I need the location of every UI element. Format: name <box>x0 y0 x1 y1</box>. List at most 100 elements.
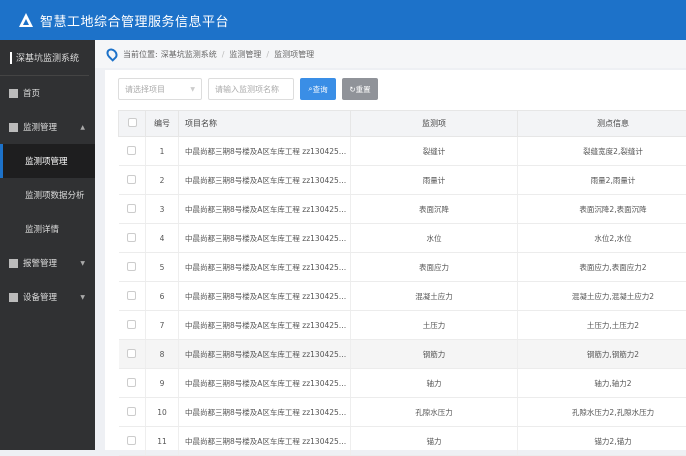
monitor-icon <box>9 123 18 132</box>
row-select[interactable] <box>119 137 146 166</box>
monitor-item: 表面应力 <box>351 253 518 282</box>
label: 监测详情 <box>25 223 59 235</box>
project-select[interactable]: 请选择项目 ▼ <box>118 78 202 100</box>
label: 监测项数据分析 <box>25 189 85 201</box>
row-number: 7 <box>146 311 179 340</box>
project-name: 中晨尚都三期8号楼及A区车库工程 zz130425201... <box>179 427 351 456</box>
project-name: 中晨尚都三期8号楼及A区车库工程 zz130425201... <box>179 224 351 253</box>
select-all[interactable] <box>119 111 146 137</box>
reset-button[interactable]: ↻重置 <box>342 78 378 100</box>
list-icon <box>10 52 12 64</box>
checkbox[interactable] <box>127 291 136 300</box>
sidebar-item-data-analysis[interactable]: 监测项数据分析 <box>0 178 95 212</box>
row-number: 5 <box>146 253 179 282</box>
row-select[interactable] <box>119 195 146 224</box>
top-header: 智慧工地综合管理服务信息平台 <box>0 0 686 40</box>
project-name: 中晨尚都三期8号楼及A区车库工程 zz130425201... <box>179 166 351 195</box>
project-name: 中晨尚都三期8号楼及A区车库工程 zz130425201... <box>179 311 351 340</box>
chevron-down-icon: ▼ <box>190 86 195 93</box>
checkbox[interactable] <box>127 175 136 184</box>
device-icon <box>9 293 18 302</box>
checkbox[interactable] <box>127 436 136 445</box>
row-select[interactable] <box>119 282 146 311</box>
header-cell: 编号 <box>146 111 179 137</box>
point-info: 雨量2,雨量计 <box>518 166 686 195</box>
row-number: 11 <box>146 427 179 456</box>
monitor-item: 雨量计 <box>351 166 518 195</box>
checkbox[interactable] <box>127 146 136 155</box>
breadcrumb-item[interactable]: 深基坑监测系统 <box>161 49 217 60</box>
header-cell: 测点信息 <box>518 111 686 137</box>
label: 设备管理 <box>23 291 57 303</box>
project-name: 中晨尚都三期8号楼及A区车库工程 zz130425201... <box>179 340 351 369</box>
breadcrumb: 当前位置: 深基坑监测系统/ 监测管理/ 监测项管理 <box>95 40 686 68</box>
checkbox[interactable] <box>127 320 136 329</box>
point-info: 水位2,水位 <box>518 224 686 253</box>
row-number: 9 <box>146 369 179 398</box>
breadcrumb-item[interactable]: 监测管理 <box>229 49 261 60</box>
home-icon <box>9 89 18 98</box>
row-number: 6 <box>146 282 179 311</box>
label: 首页 <box>23 87 40 99</box>
caret-up-icon: ▲ <box>80 124 85 131</box>
row-number: 2 <box>146 166 179 195</box>
sidebar: 深基坑监测系统 首页 监测管理▲ 监测项管理 监测项数据分析 监测详情 报警管理… <box>0 40 95 450</box>
row-number: 10 <box>146 398 179 427</box>
checkbox[interactable] <box>127 378 136 387</box>
row-number: 4 <box>146 224 179 253</box>
sidebar-item-device[interactable]: 设备管理 ▼ <box>0 280 95 314</box>
row-select[interactable] <box>119 398 146 427</box>
logo-icon <box>18 12 34 28</box>
breadcrumb-item: 监测项管理 <box>274 49 314 60</box>
sidebar-item-details[interactable]: 监测详情 <box>0 212 95 246</box>
app-title: 智慧工地综合管理服务信息平台 <box>40 11 229 30</box>
sidebar-item-home[interactable]: 首页 <box>0 76 95 110</box>
row-number: 8 <box>146 340 179 369</box>
sidebar-item-alarm[interactable]: 报警管理▼ <box>0 246 95 280</box>
monitor-item: 钢筋力 <box>351 340 518 369</box>
header-cell: 监测项 <box>351 111 518 137</box>
sidebar-item-monitoring[interactable]: 监测管理▲ <box>0 110 95 144</box>
checkbox[interactable] <box>127 349 136 358</box>
row-select[interactable] <box>119 369 146 398</box>
point-info: 轴力,轴力2 <box>518 369 686 398</box>
location-icon <box>104 46 120 62</box>
row-select[interactable] <box>119 166 146 195</box>
row-select[interactable] <box>119 311 146 340</box>
search-button[interactable]: ⌕查询 <box>300 78 336 100</box>
caret-down-icon: ▼ <box>80 294 85 301</box>
checkbox[interactable] <box>127 407 136 416</box>
project-name: 中晨尚都三期8号楼及A区车库工程 zz130425201... <box>179 398 351 427</box>
placeholder: 请输入监测项名称 <box>215 84 279 95</box>
row-select[interactable] <box>119 427 146 456</box>
point-info: 表面应力,表面应力2 <box>518 253 686 282</box>
point-info: 孔隙水压力2,孔隙水压力 <box>518 398 686 427</box>
checkbox[interactable] <box>127 262 136 271</box>
row-select[interactable] <box>119 253 146 282</box>
point-info: 锚力2,锚力 <box>518 427 686 456</box>
monitor-item: 锚力 <box>351 427 518 456</box>
placeholder: 请选择项目 <box>125 84 165 95</box>
label: 重置 <box>356 84 371 95</box>
sidebar-item-monitoring-items[interactable]: 监测项管理 <box>0 144 95 178</box>
row-select[interactable] <box>119 224 146 253</box>
system-title: 深基坑监测系统 <box>0 40 89 76</box>
row-select[interactable] <box>119 340 146 369</box>
checkbox[interactable] <box>128 118 137 127</box>
checkbox[interactable] <box>127 204 136 213</box>
monitor-item: 混凝土应力 <box>351 282 518 311</box>
checkbox[interactable] <box>127 233 136 242</box>
monitor-name-input[interactable]: 请输入监测项名称 <box>208 78 294 100</box>
